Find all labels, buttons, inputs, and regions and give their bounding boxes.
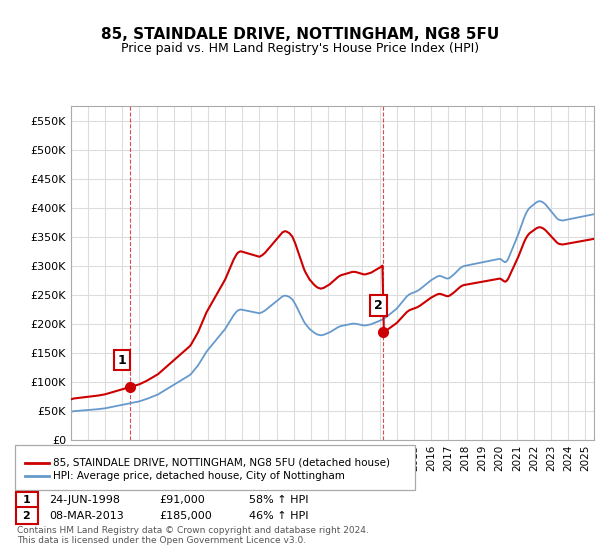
Text: Contains HM Land Registry data © Crown copyright and database right 2024.
This d: Contains HM Land Registry data © Crown c… xyxy=(17,526,368,545)
Text: 1: 1 xyxy=(118,354,127,367)
Text: 85, STAINDALE DRIVE, NOTTINGHAM, NG8 5FU: 85, STAINDALE DRIVE, NOTTINGHAM, NG8 5FU xyxy=(101,27,499,42)
Text: 2: 2 xyxy=(23,511,30,521)
Text: HPI: Average price, detached house, City of Nottingham: HPI: Average price, detached house, City… xyxy=(53,471,344,481)
Text: £185,000: £185,000 xyxy=(159,511,212,521)
Text: 1: 1 xyxy=(23,495,30,505)
Text: 58% ↑ HPI: 58% ↑ HPI xyxy=(249,495,308,505)
Text: 24-JUN-1998: 24-JUN-1998 xyxy=(49,495,120,505)
Text: 85, STAINDALE DRIVE, NOTTINGHAM, NG8 5FU (detached house): 85, STAINDALE DRIVE, NOTTINGHAM, NG8 5FU… xyxy=(53,458,390,468)
Text: £91,000: £91,000 xyxy=(159,495,205,505)
Text: 2: 2 xyxy=(374,299,383,312)
Text: 08-MAR-2013: 08-MAR-2013 xyxy=(49,511,124,521)
Text: 46% ↑ HPI: 46% ↑ HPI xyxy=(249,511,308,521)
Text: Price paid vs. HM Land Registry's House Price Index (HPI): Price paid vs. HM Land Registry's House … xyxy=(121,42,479,55)
